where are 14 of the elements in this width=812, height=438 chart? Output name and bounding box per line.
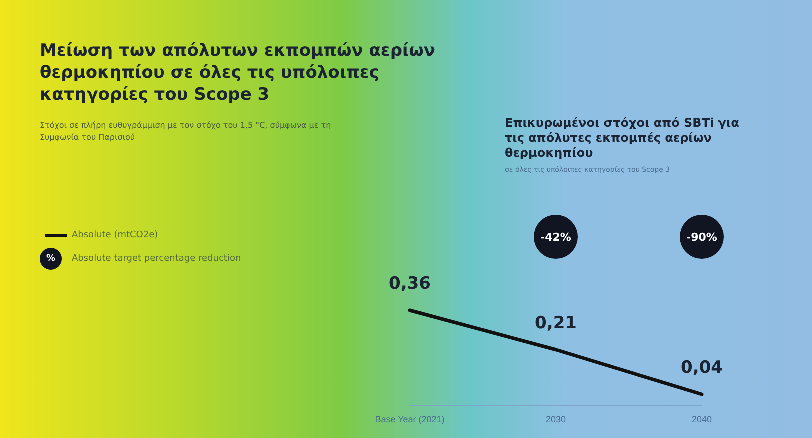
text: -42%	[534, 215, 578, 259]
percent-badge-icon: %	[40, 248, 62, 270]
text: Στόχοι σε πλήρη ευθυγράμμιση με τον στόχο του 1,5 °C, σύμφωνα με τη Συμφωνία του Παρισιού	[40, 120, 332, 144]
data-label: 0,21	[535, 313, 577, 334]
x-tick-label: 2040	[692, 414, 712, 424]
legend-label: Absolute (mtCO2e)	[72, 230, 158, 240]
data-label: 0,36	[389, 274, 431, 294]
chart-title: Μείωση των απόλυτων εκπομπών αερίων θερμοκηπίου σε όλες τις υπόλοιπες κατηγορίες του Scope 3	[40, 40, 437, 106]
text: Επικυρωμένοι στόχοι από SBTi για τις απόλυτες εκπομπές αερίων θερμοκηπίου	[505, 116, 740, 161]
text: Absolute target percentage reduction	[72, 254, 242, 264]
x-tick-label: Base Year (2021)	[375, 414, 445, 424]
x-tick-label: 2030	[546, 414, 566, 424]
text: -90%	[680, 215, 724, 259]
data-label: 0,04	[681, 358, 724, 378]
